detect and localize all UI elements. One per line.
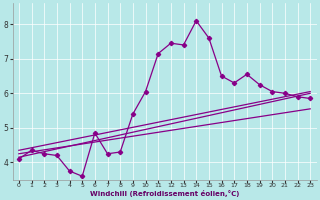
X-axis label: Windchill (Refroidissement éolien,°C): Windchill (Refroidissement éolien,°C) [90, 190, 239, 197]
